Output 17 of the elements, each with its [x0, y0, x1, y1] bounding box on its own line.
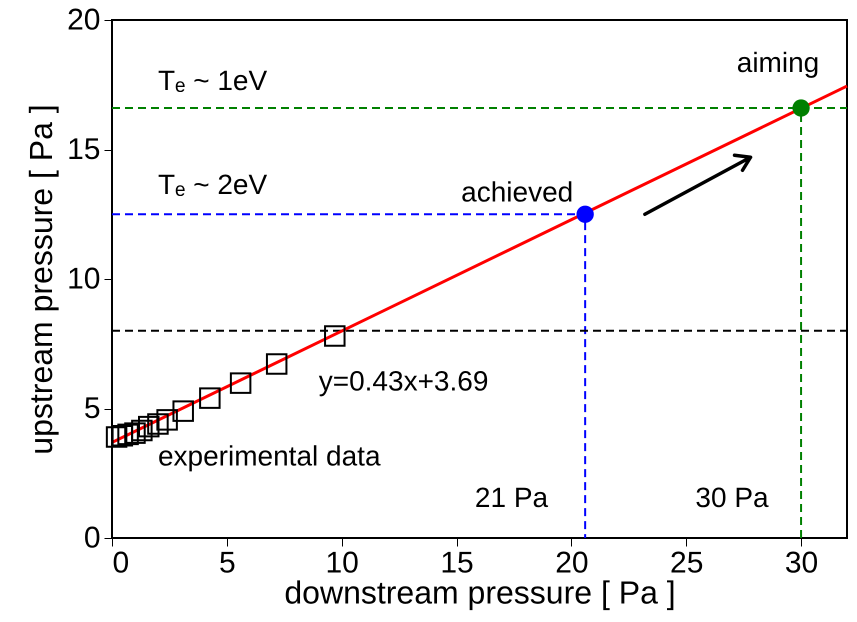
annotation: Tₑ ~ 2eV [158, 168, 268, 200]
y-tick-label: 15 [67, 133, 100, 166]
annotation: achieved [461, 176, 574, 208]
y-tick-label: 20 [67, 4, 100, 36]
y-tick-label: 0 [84, 522, 100, 554]
x-tick-label: 5 [219, 546, 236, 580]
annotation: aiming [736, 47, 820, 78]
annotation: 30 Pa [695, 482, 770, 514]
annotation: 21 Pa [474, 482, 549, 514]
annotation: experimental data [158, 440, 381, 472]
annotation: y=0.43x+3.69 [318, 366, 488, 397]
x-tick-label: 30 [784, 546, 818, 580]
annotation: Tₑ ~ 1eV [158, 65, 268, 96]
x-tick-label: 0 [112, 546, 130, 580]
y-tick-label: 10 [67, 262, 100, 296]
y-tick-label: 5 [84, 392, 100, 425]
y-axis-title: upstream pressure [ Pa ] [23, 104, 60, 455]
